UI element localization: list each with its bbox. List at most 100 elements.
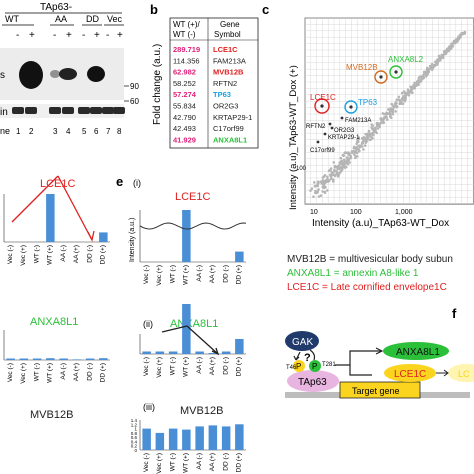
trend-arrow-up <box>161 325 188 333</box>
row-label-2: in <box>0 107 8 118</box>
scatter-point <box>323 174 327 177</box>
category-label: DD (-) <box>222 265 229 283</box>
scatter-xlabel: Intensity (a.u)_TAp63-WT_Dox <box>312 218 449 229</box>
lce1c-shape <box>384 364 436 382</box>
scatter-point <box>363 144 367 147</box>
blot-band-lane6 <box>87 66 105 82</box>
scatter-point <box>410 88 413 92</box>
panel-b: b Fold change (a.u.) WT (+)/ WT (-) Gene… <box>150 2 259 149</box>
scatter-point <box>328 173 332 177</box>
category-label: Vec (+) <box>156 453 163 474</box>
panel-e: e (i) LCE1C Intensity (a.u.) Vec (-) Vec … <box>116 174 247 474</box>
scatter-point <box>446 47 450 50</box>
scatter-point <box>313 181 316 184</box>
scatter-point <box>370 126 373 129</box>
scatter-point <box>354 156 357 160</box>
scatter-point <box>390 116 393 119</box>
loading-band-8 <box>113 107 125 114</box>
lane-number-2: 2 <box>29 127 34 136</box>
scatter-point <box>418 80 421 84</box>
scatter-point <box>365 137 368 141</box>
scatter-point <box>343 161 346 165</box>
lc-shape <box>448 364 474 382</box>
scatter-point <box>425 72 428 75</box>
scatter-point <box>342 154 346 157</box>
point-fam213a <box>340 116 344 120</box>
scatter-point <box>344 151 347 154</box>
category-label: DD (-) <box>222 357 229 375</box>
highlight-tp63 <box>344 100 358 114</box>
scatter-point <box>352 147 356 150</box>
group-dd: DD <box>86 14 99 24</box>
col1-header-2: WT (-) <box>173 30 196 39</box>
category-label: DD (+) <box>236 357 243 376</box>
scatter-point <box>356 155 359 158</box>
bar-aa <box>195 351 204 354</box>
trend-arrow-down <box>57 175 93 241</box>
trend-arrowhead <box>87 230 95 242</box>
category-label: DD (-) <box>87 363 94 381</box>
scatter-point <box>335 169 338 173</box>
panel-c-letter: c <box>262 2 269 17</box>
scatter-point <box>441 56 445 60</box>
label-krtap29: KRTAP29-1 <box>328 135 360 141</box>
x-tick-100: 100 <box>350 209 362 216</box>
scatter-point <box>380 118 383 122</box>
highlight-lce1c <box>314 98 330 114</box>
y-tick-label: 1 <box>134 427 137 432</box>
scatter-point <box>406 91 409 95</box>
marker-60: 60 <box>130 97 139 106</box>
loading-bands <box>12 107 125 114</box>
d-chart-anxa8l1: Vec (-) Vec (+) WT (-) WT (+) AA (-) AA (+) DD… <box>3 330 110 384</box>
category-label: DD (+) <box>236 453 243 472</box>
panel-e-letter: e <box>116 174 123 189</box>
gak-label: GAK <box>292 337 313 348</box>
category-label: WT (-) <box>169 453 176 471</box>
scatter-point <box>364 141 368 145</box>
fold-value: 41.929 <box>173 135 196 144</box>
gene-symbol: KRTAP29-1 <box>213 113 252 122</box>
scatter-point <box>368 138 371 142</box>
d-title-mvb12b: MVB12B <box>30 409 73 421</box>
scatter-point <box>360 137 364 140</box>
bar-vec <box>142 351 151 354</box>
table-border <box>169 17 259 149</box>
category-label: DD (-) <box>222 453 229 471</box>
e-sub-iii: (iii) <box>143 402 155 412</box>
y-tick-100: 100 <box>296 166 307 172</box>
label-anxa8l2: ANXA8L2 <box>388 55 424 64</box>
scatter-point <box>333 165 337 169</box>
e-chart-anxa8l1: Vec (-) Vec (+) WT (-) WT (+) AA (-) AA (+) DD… <box>139 304 246 378</box>
y-tick-label: 0.2 <box>131 444 138 449</box>
scatter-point <box>402 90 406 93</box>
panel-b-ylabel: Fold change (a.u.) <box>152 44 163 125</box>
scatter-point <box>449 47 453 50</box>
phospho-p2 <box>309 360 321 372</box>
axis-break-wave <box>139 222 247 230</box>
d-chart-lce1c: Vec (-) Vec (+) WT (-) WT (+) AA (-) AA (+) DD… <box>3 175 110 266</box>
target-gene-box <box>339 381 421 399</box>
scatter-point <box>430 68 434 72</box>
category-label: Vec (+) <box>20 245 27 266</box>
col1-header-1: WT (+)/ <box>173 20 201 29</box>
scatter-point <box>309 189 312 192</box>
bar-aa <box>208 353 218 354</box>
bar-dd <box>85 358 95 360</box>
activation-arrow-anxa <box>335 350 382 366</box>
scatter-point <box>368 132 372 136</box>
scatter-point <box>400 102 404 105</box>
point-mvb12b <box>379 75 383 79</box>
scatter-point <box>356 140 359 144</box>
scatter-point <box>407 89 410 93</box>
scatter-point <box>403 99 407 103</box>
scatter-point <box>316 190 320 193</box>
fold-value: 62.982 <box>173 68 196 77</box>
gene-legend: MVB12B = multivesicular body subun ANXA8… <box>287 254 453 293</box>
legend-lce1c: LCE1C = Late cornified envelope1C <box>287 282 447 293</box>
y-tick-label: 0.8 <box>131 431 138 436</box>
scatter-point <box>321 176 325 179</box>
bar-aa <box>72 359 82 360</box>
category-label: AA (-) <box>196 357 203 374</box>
scatter-point <box>345 162 349 165</box>
scatter-point <box>451 45 455 48</box>
